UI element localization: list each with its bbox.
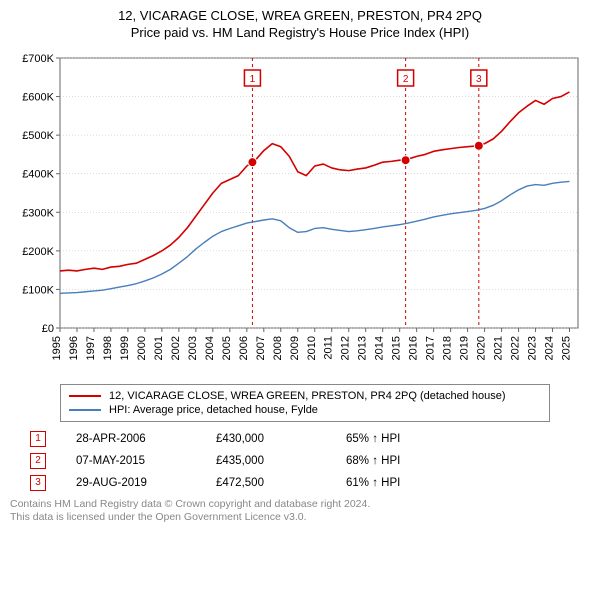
svg-text:2004: 2004 [204, 336, 216, 360]
transaction-row: 1 28-APR-2006 £430,000 65% ↑ HPI [30, 428, 590, 450]
svg-text:£700K: £700K [22, 53, 54, 65]
svg-text:2002: 2002 [170, 336, 182, 360]
svg-text:1999: 1999 [119, 336, 131, 360]
svg-text:3: 3 [476, 74, 482, 85]
footer-line2: This data is licensed under the Open Gov… [10, 511, 590, 525]
svg-text:2016: 2016 [408, 336, 420, 360]
transaction-badge: 2 [30, 453, 46, 469]
svg-text:2017: 2017 [425, 336, 437, 360]
svg-text:2024: 2024 [544, 336, 556, 360]
svg-text:2012: 2012 [340, 336, 352, 360]
transaction-row: 3 29-AUG-2019 £472,500 61% ↑ HPI [30, 472, 590, 494]
svg-text:1997: 1997 [85, 336, 97, 360]
svg-text:£500K: £500K [22, 130, 54, 142]
chart-plot: £0 £100K £200K £300K £400K £500K £600K £700K 199… [10, 48, 590, 378]
chart-title: 12, VICARAGE CLOSE, WREA GREEN, PRESTON,… [10, 8, 590, 25]
transaction-price: £430,000 [216, 433, 316, 445]
svg-text:2007: 2007 [255, 336, 267, 360]
svg-text:2019: 2019 [459, 336, 471, 360]
svg-text:2015: 2015 [391, 336, 403, 360]
svg-text:1998: 1998 [102, 336, 114, 360]
svg-text:2025: 2025 [561, 336, 573, 360]
chart-svg: £0 £100K £200K £300K £400K £500K £600K £700K 199… [10, 48, 590, 378]
legend-swatch [69, 395, 101, 397]
legend-label: 12, VICARAGE CLOSE, WREA GREEN, PRESTON,… [109, 390, 506, 402]
transaction-price: £435,000 [216, 455, 316, 467]
transaction-hpi: 65% ↑ HPI [346, 433, 446, 445]
legend-row: 12, VICARAGE CLOSE, WREA GREEN, PRESTON,… [69, 389, 541, 403]
svg-text:2008: 2008 [272, 336, 284, 360]
transaction-badge: 1 [30, 431, 46, 447]
legend-row: HPI: Average price, detached house, Fyld… [69, 403, 541, 417]
transaction-row: 2 07-MAY-2015 £435,000 68% ↑ HPI [30, 450, 590, 472]
svg-text:£0: £0 [42, 323, 54, 335]
transaction-hpi: 68% ↑ HPI [346, 455, 446, 467]
chart-container: 12, VICARAGE CLOSE, WREA GREEN, PRESTON,… [0, 0, 600, 590]
svg-text:2023: 2023 [527, 336, 539, 360]
svg-text:1996: 1996 [68, 336, 80, 360]
legend: 12, VICARAGE CLOSE, WREA GREEN, PRESTON,… [60, 384, 550, 422]
svg-text:1: 1 [250, 74, 256, 85]
transaction-date: 07-MAY-2015 [76, 455, 186, 467]
svg-text:2011: 2011 [323, 336, 335, 360]
svg-text:£300K: £300K [22, 207, 54, 219]
transaction-price: £472,500 [216, 477, 316, 489]
legend-swatch [69, 409, 101, 411]
legend-label: HPI: Average price, detached house, Fyld… [109, 404, 318, 416]
footer-attribution: Contains HM Land Registry data © Crown c… [10, 498, 590, 525]
svg-text:2: 2 [403, 74, 409, 85]
svg-text:2003: 2003 [187, 336, 199, 360]
svg-text:2014: 2014 [374, 336, 386, 360]
svg-text:£200K: £200K [22, 246, 54, 258]
svg-text:£400K: £400K [22, 168, 54, 180]
svg-text:2009: 2009 [289, 336, 301, 360]
svg-text:2010: 2010 [306, 336, 318, 360]
svg-text:2020: 2020 [476, 336, 488, 360]
transaction-date: 28-APR-2006 [76, 433, 186, 445]
svg-text:2000: 2000 [136, 336, 148, 360]
svg-text:£600K: £600K [22, 91, 54, 103]
svg-text:2022: 2022 [510, 336, 522, 360]
transaction-badge: 3 [30, 475, 46, 491]
svg-text:2006: 2006 [238, 336, 250, 360]
svg-text:2018: 2018 [442, 336, 454, 360]
transaction-hpi: 61% ↑ HPI [346, 477, 446, 489]
transactions-table: 1 28-APR-2006 £430,000 65% ↑ HPI 2 07-MAY-201… [30, 428, 590, 494]
svg-text:2021: 2021 [493, 336, 505, 360]
svg-text:2005: 2005 [221, 336, 233, 360]
svg-text:2013: 2013 [357, 336, 369, 360]
footer-line1: Contains HM Land Registry data © Crown c… [10, 498, 590, 512]
chart-subtitle: Price paid vs. HM Land Registry's House … [10, 25, 590, 42]
svg-text:2001: 2001 [153, 336, 165, 360]
svg-text:1995: 1995 [51, 336, 63, 360]
svg-text:£100K: £100K [22, 284, 54, 296]
transaction-date: 29-AUG-2019 [76, 477, 186, 489]
